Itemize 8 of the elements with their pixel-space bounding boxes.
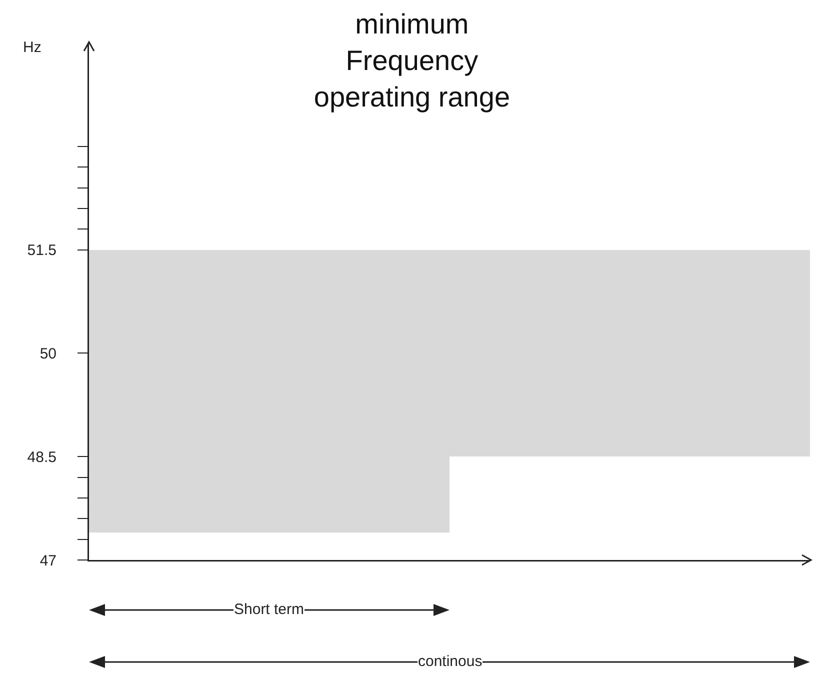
y-tick-label: 47: [40, 552, 56, 570]
text: Short term: [234, 601, 304, 618]
y-axis-title: Hz: [23, 39, 42, 56]
text: continous: [418, 653, 482, 670]
y-tick-label: 48.5: [27, 448, 56, 466]
chart-title: minimum Frequency operating range: [314, 8, 510, 112]
y-tick-label: 51.5: [27, 242, 56, 260]
y-tick-label: 50: [40, 345, 56, 362]
